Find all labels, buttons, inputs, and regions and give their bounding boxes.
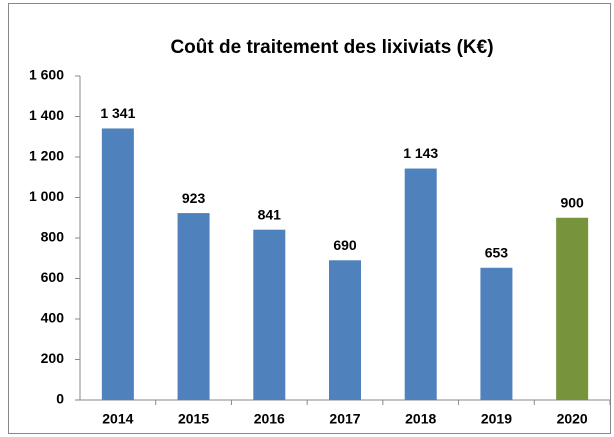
bar bbox=[177, 213, 210, 400]
chart-frame bbox=[8, 3, 611, 434]
chart-title: Coût de traitement des lixiviats (K€) bbox=[170, 37, 493, 58]
x-tick-label: 2014 bbox=[102, 411, 133, 427]
x-tick-label: 2019 bbox=[481, 411, 512, 427]
bar bbox=[101, 128, 134, 400]
bar bbox=[480, 267, 513, 400]
bar bbox=[556, 217, 589, 400]
y-tick-label: 1 600 bbox=[29, 67, 64, 83]
x-tick-label: 2015 bbox=[178, 411, 209, 427]
data-label: 841 bbox=[258, 206, 282, 222]
y-tick-label: 600 bbox=[41, 269, 65, 285]
data-label: 690 bbox=[333, 237, 357, 253]
x-tick-label: 2018 bbox=[405, 411, 436, 427]
x-tick-label: 2016 bbox=[254, 411, 285, 427]
y-tick-label: 800 bbox=[41, 229, 65, 245]
data-label: 653 bbox=[485, 244, 509, 260]
data-label: 923 bbox=[182, 190, 206, 206]
y-tick-label: 0 bbox=[56, 391, 64, 407]
x-tick-label: 2017 bbox=[329, 411, 360, 427]
data-label: 1 143 bbox=[403, 145, 438, 161]
bar bbox=[253, 229, 286, 400]
bar bbox=[404, 168, 437, 400]
bar bbox=[329, 260, 361, 400]
y-tick-label: 400 bbox=[41, 310, 65, 326]
y-tick-label: 1 400 bbox=[29, 107, 64, 123]
data-label: 900 bbox=[560, 194, 584, 210]
data-label: 1 341 bbox=[100, 105, 135, 121]
x-tick-label: 2020 bbox=[557, 411, 588, 427]
y-tick-label: 200 bbox=[41, 350, 65, 366]
y-tick-label: 1 000 bbox=[29, 188, 64, 204]
y-tick-label: 1 200 bbox=[29, 148, 64, 164]
